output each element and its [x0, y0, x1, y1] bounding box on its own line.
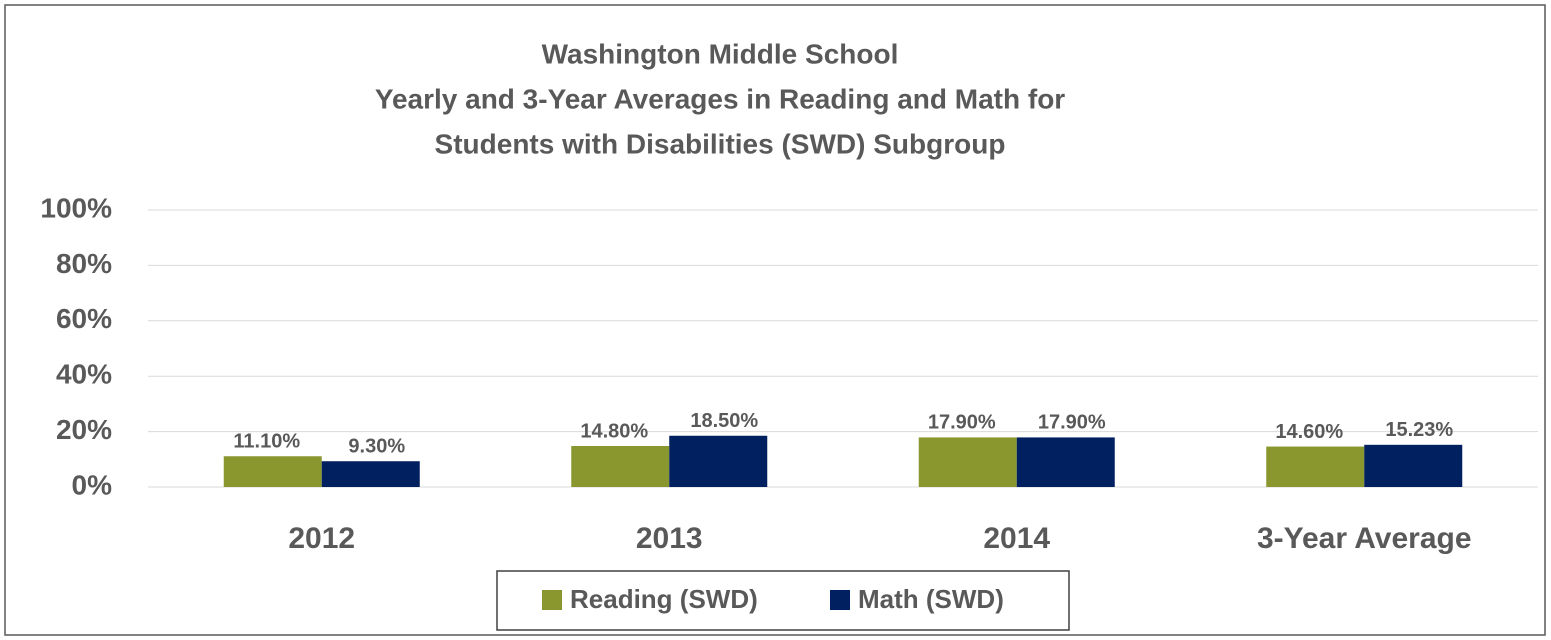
- x-tick-label: 2013: [636, 522, 703, 555]
- x-tick-label: 3-Year Average: [1257, 522, 1472, 555]
- data-label: 14.60%: [1275, 421, 1343, 443]
- bar: [918, 437, 1017, 487]
- bar: [223, 456, 322, 487]
- y-tick-label: 80%: [56, 248, 112, 279]
- legend-label: Math (SWD): [858, 584, 1004, 614]
- data-label: 17.90%: [928, 412, 996, 434]
- x-tick-label: 2012: [288, 522, 355, 555]
- bar: [1266, 446, 1365, 487]
- legend-label: Reading (SWD): [570, 584, 758, 614]
- y-tick-label: 60%: [56, 303, 112, 334]
- data-label: 9.30%: [348, 436, 405, 458]
- x-tick-label: 2014: [983, 522, 1050, 555]
- y-tick-label: 40%: [56, 359, 112, 390]
- bar: [1364, 444, 1463, 487]
- bar: [321, 461, 420, 487]
- chart-title: Yearly and 3-Year Averages in Reading an…: [375, 83, 1065, 114]
- data-label: 18.50%: [690, 410, 758, 432]
- y-tick-label: 100%: [40, 192, 112, 223]
- bar: [571, 446, 670, 487]
- y-tick-label: 20%: [56, 414, 112, 445]
- bar: [669, 435, 768, 487]
- legend-swatch: [830, 590, 850, 610]
- data-label: 17.90%: [1038, 412, 1106, 434]
- data-label: 11.10%: [233, 431, 300, 453]
- legend-box: [496, 570, 1070, 631]
- chart-title: Students with Disabilities (SWD) Subgrou…: [435, 128, 1006, 159]
- legend-swatch: [542, 590, 562, 610]
- chart-frame: [4, 4, 1546, 636]
- bar: [1016, 437, 1115, 487]
- data-label: 14.80%: [580, 420, 648, 442]
- data-label: 15.23%: [1385, 419, 1453, 441]
- y-tick-label: 0%: [72, 469, 113, 500]
- chart-title: Washington Middle School: [542, 38, 899, 69]
